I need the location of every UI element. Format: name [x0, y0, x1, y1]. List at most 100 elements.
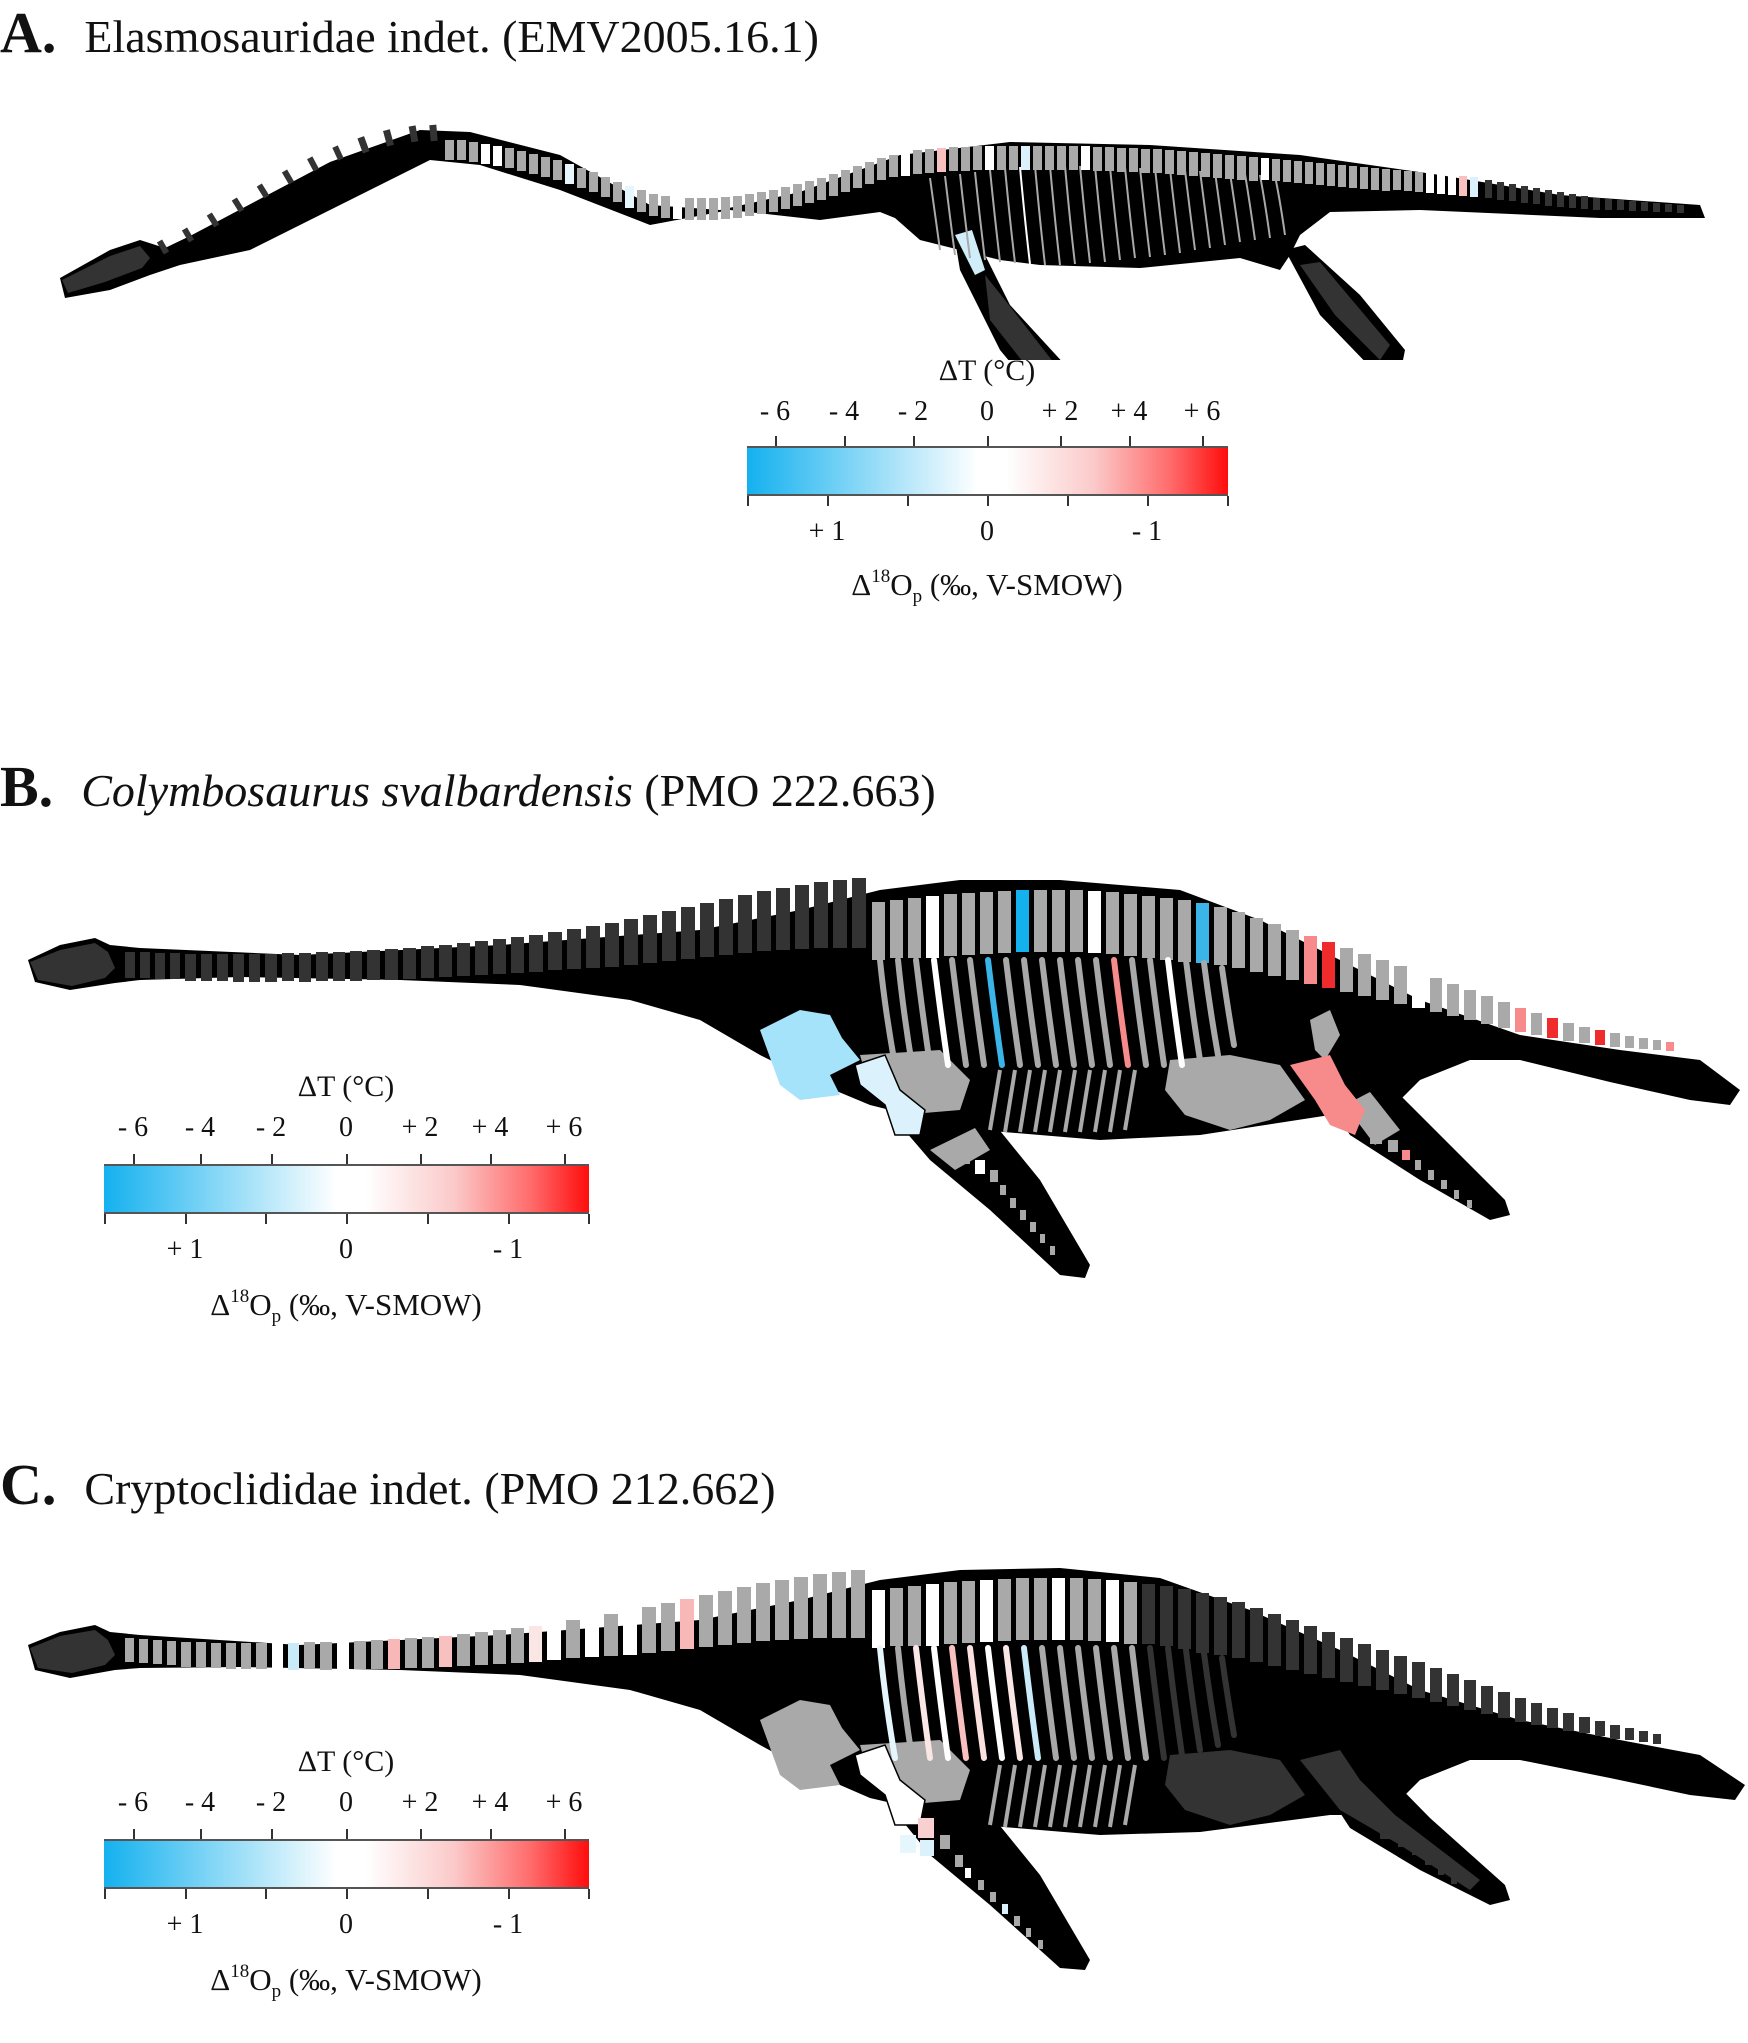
- colorbar-b-tick: [265, 1214, 267, 1224]
- skeleton-c: [28, 1568, 1745, 1970]
- skeleton-c-forelimb-epipodials: [900, 1818, 950, 1856]
- colorbar-c-tick: [490, 1829, 492, 1839]
- skeleton-b-femur: [1290, 1055, 1365, 1135]
- skeleton-b-pelvis: [1165, 1055, 1305, 1130]
- skeleton-c-hindlimb-phalanges: [1380, 1825, 1457, 1884]
- colorbar-c-bottom-tick-label: - 1: [492, 1909, 524, 1940]
- colorbar-b-tick: [346, 1214, 348, 1224]
- colorbar-c-tick: [265, 1889, 267, 1899]
- colorbar-b-top-tick-label: + 4: [471, 1112, 509, 1143]
- colorbar-c-tick: [346, 1829, 348, 1839]
- skeleton-a-forelimb-bones: [985, 275, 1052, 360]
- colorbar-b-title: ΔT (°C): [297, 1070, 395, 1103]
- colorbar-b-axis-label: Δ18Op (‰, V-SMOW): [210, 1286, 482, 1327]
- colorbar-a-top-tick-label: 0: [980, 396, 994, 427]
- panel-c-title: C. Cryptoclididae indet. (PMO 212.662): [0, 1456, 776, 1514]
- colorbar-c-bottom-tick-label: 0: [339, 1909, 353, 1940]
- skeleton-b-skull: [30, 943, 115, 986]
- skeleton-a-cervical-dark: [156, 124, 438, 255]
- skeleton-c-pelvis: [1165, 1750, 1305, 1825]
- colorbar-a-tick: [1227, 496, 1229, 506]
- skeleton-c-ribs: [877, 1645, 1237, 1761]
- colorbar-a-top-tick-label: + 6: [1183, 396, 1221, 427]
- panel-b-letter: B.: [0, 754, 54, 819]
- colorbar-a-tick: [827, 496, 829, 506]
- colorbar-b-bottom-tick-label: + 1: [166, 1234, 204, 1265]
- colorbar-b-tick: [490, 1154, 492, 1164]
- colorbar-c-top-tick-label: 0: [339, 1787, 353, 1818]
- panel-b-title: B. Colymbosaurus svalbardensis (PMO 222.6…: [0, 758, 936, 816]
- colorbar-a-gradient: [747, 446, 1228, 496]
- colorbar-b-bottom-tick-label: - 1: [492, 1234, 524, 1265]
- colorbar-b-tick: [200, 1154, 202, 1164]
- skeleton-c-scapula: [760, 1700, 860, 1790]
- colorbar-a-bottom-tick-label: 0: [980, 516, 994, 547]
- skeleton-b-scapula: [760, 1010, 860, 1100]
- colorbar-a-axis-label: Δ18Op (‰, V-SMOW): [851, 566, 1123, 607]
- panel-c-letter: C.: [0, 1452, 57, 1517]
- colorbar-c-top-tick-label: - 6: [117, 1787, 149, 1818]
- skeleton-a-vertebrae-grey: [445, 140, 1478, 220]
- panel-a-title: A. Elasmosauridae indet. (EMV2005.16.1): [0, 4, 819, 62]
- colorbar-a-tick: [987, 496, 989, 506]
- colorbar-c-title: ΔT (°C): [297, 1745, 395, 1778]
- colorbar-c-top-tick-label: - 2: [255, 1787, 287, 1818]
- colorbar-c-tick: [508, 1889, 510, 1899]
- colorbar-a-tick: [747, 496, 749, 506]
- colorbar-c-axis-label: Δ18Op (‰, V-SMOW): [210, 1961, 482, 2002]
- colorbar-b-tick: [104, 1214, 106, 1224]
- colorbar-a-tick: [1202, 436, 1204, 446]
- skeleton-c-dorsal-vertebrae: [872, 1578, 1661, 1744]
- skeleton-b-forelimb-bones: [930, 1128, 990, 1170]
- colorbar-b-top-tick-label: 0: [339, 1112, 353, 1143]
- colorbar-b-top-tick-label: - 6: [117, 1112, 149, 1143]
- colorbar-b-tick: [133, 1154, 135, 1164]
- panel-b-specimen: (PMO 222.663): [644, 765, 936, 816]
- panel-a-taxon: Elasmosauridae indet.: [84, 11, 491, 62]
- colorbar-a-top-tick-label: - 4: [828, 396, 860, 427]
- colorbar-a-tick: [1067, 496, 1069, 506]
- colorbar-c-tick: [133, 1829, 135, 1839]
- colorbar-a-bottom-tick-label: - 1: [1131, 516, 1163, 547]
- colorbar-a-tick: [913, 436, 915, 446]
- colorbar-c-tick: [346, 1889, 348, 1899]
- colorbar-c-bottom-tick-label: + 1: [166, 1909, 204, 1940]
- colorbar-a-tick: [1060, 436, 1062, 446]
- colorbar-c-tick: [420, 1829, 422, 1839]
- colorbar-c-top-tick-label: - 4: [184, 1787, 216, 1818]
- colorbar-b-tick: [346, 1154, 348, 1164]
- colorbar-a-tick: [775, 436, 777, 446]
- colorbar-b-top-tick-label: - 4: [184, 1112, 216, 1143]
- skeleton-a: [60, 124, 1705, 360]
- skeleton-c-forelimb-phalanges: [955, 1855, 1043, 1949]
- colorbar-c-gradient: [104, 1839, 589, 1889]
- colorbar-c-tick: [427, 1889, 429, 1899]
- panel-a-specimen: (EMV2005.16.1): [502, 11, 819, 62]
- colorbar-a-tick: [907, 496, 909, 506]
- skeleton-a-caudal-dark: [1485, 180, 1684, 213]
- colorbar-b-tick: [427, 1214, 429, 1224]
- skeleton-b-humerus: [854, 1054, 926, 1136]
- colorbar-b-tick: [508, 1214, 510, 1224]
- skeleton-b-hindlimb-phalanges: [1370, 1130, 1472, 1208]
- colorbar-b-bottom-tick-label: 0: [339, 1234, 353, 1265]
- panel-c-specimen: (PMO 212.662): [484, 1463, 776, 1514]
- colorbar-b-gradient: [104, 1164, 589, 1214]
- skeleton-c-hindlimb-bones: [1300, 1750, 1480, 1890]
- colorbar-c-top-tick-label: + 4: [471, 1787, 509, 1818]
- panel-c-taxon: Cryptoclididae indet.: [84, 1463, 473, 1514]
- colorbar-a-tick: [1129, 436, 1131, 446]
- skeleton-a-ribs: [929, 165, 1286, 266]
- skeleton-b-ribs: [877, 957, 1237, 1068]
- panel-a-letter: A.: [0, 0, 57, 65]
- skeleton-c-skull: [30, 1630, 115, 1673]
- colorbar-b-tick: [185, 1214, 187, 1224]
- colorbar-a-top-tick-label: + 4: [1110, 396, 1148, 427]
- colorbar-a-top-tick-label: - 2: [897, 396, 929, 427]
- skeleton-b-forelimb-phalanges: [960, 1150, 1055, 1255]
- skeleton-a-outline: [60, 130, 1705, 298]
- colorbar-c-top-tick-label: + 2: [401, 1787, 439, 1818]
- panel-b-taxon: Colymbosaurus svalbardensis: [81, 765, 633, 816]
- colorbar-b-top-tick-label: + 6: [545, 1112, 583, 1143]
- skeleton-a-hindlimb-bones: [1300, 262, 1390, 360]
